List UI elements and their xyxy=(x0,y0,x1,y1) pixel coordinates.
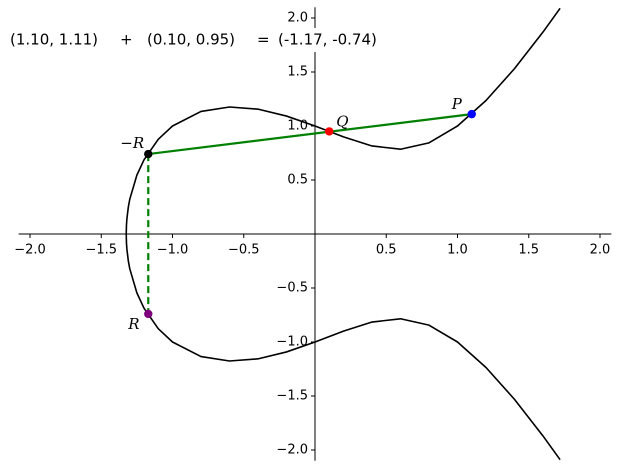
chord-line xyxy=(148,113,472,156)
y-tick-label: −0.5 xyxy=(276,281,308,296)
x-tick-label: 2.0 xyxy=(590,243,611,258)
x-tick-label: 1.0 xyxy=(447,243,468,258)
title-part: (1.10, 1.11) xyxy=(10,31,98,49)
point xyxy=(325,127,334,136)
title-background xyxy=(4,28,404,52)
x-tick-label: −1.0 xyxy=(157,243,189,258)
x-tick-label: −1.5 xyxy=(85,243,117,258)
point-label: P xyxy=(451,95,463,113)
x-tick-label: 0.5 xyxy=(376,243,397,258)
title-part: (-1.17, -0.74) xyxy=(278,31,377,49)
point-label: Q xyxy=(336,112,348,130)
y-tick-label: −2.0 xyxy=(276,443,308,458)
y-tick-label: 2.0 xyxy=(287,11,308,26)
point xyxy=(144,149,153,159)
point xyxy=(467,109,476,119)
y-tick-label: −1.5 xyxy=(276,389,308,404)
title-part: + xyxy=(120,31,133,49)
title-part: = xyxy=(257,31,270,49)
x-tick-label: −2.0 xyxy=(14,243,46,258)
title-part: (0.10, 0.95) xyxy=(147,31,235,49)
x-tick-label: −0.5 xyxy=(228,243,260,258)
point-label: R xyxy=(127,315,139,333)
y-tick-label: 1.5 xyxy=(287,65,308,80)
y-tick-label: 0.5 xyxy=(287,173,308,188)
x-tick-label: 1.5 xyxy=(518,243,539,258)
point-label: −R xyxy=(120,134,144,152)
title-group: (1.10, 1.11) + (0.10, 0.95) = (-1.17, -0.74) xyxy=(4,28,404,52)
curve xyxy=(125,7,561,461)
point xyxy=(144,309,153,319)
y-tick-label: −1.0 xyxy=(276,335,308,350)
